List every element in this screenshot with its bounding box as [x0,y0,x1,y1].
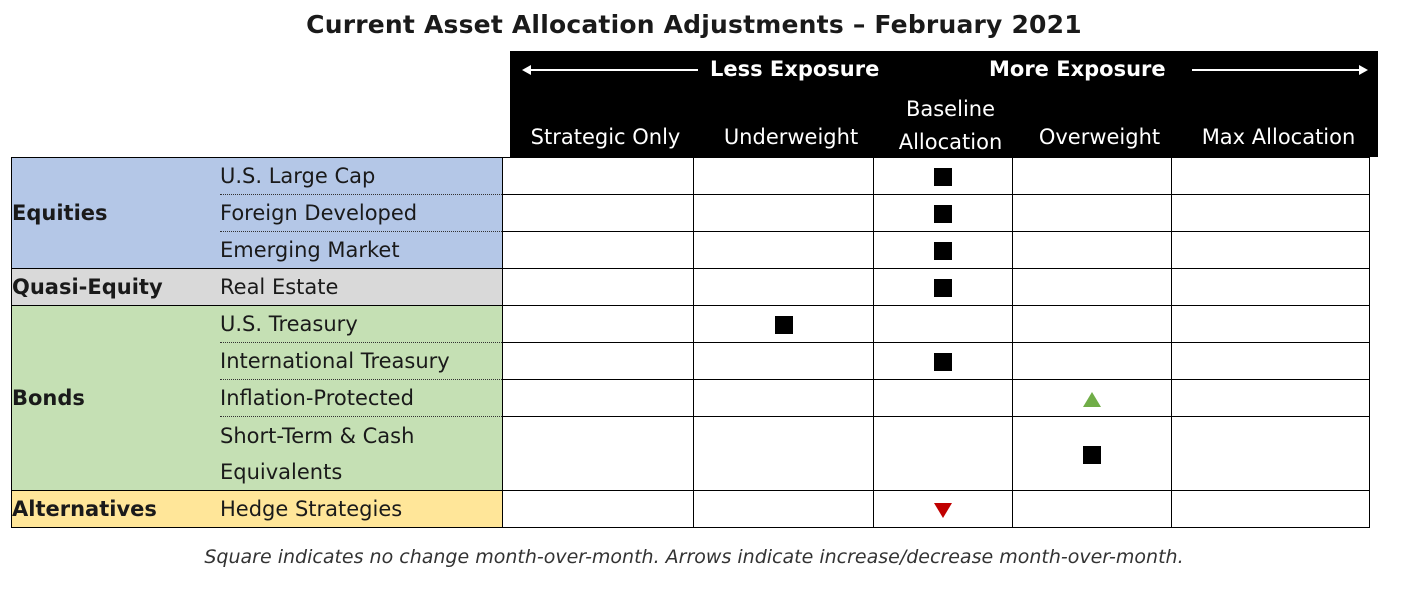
row-label: Foreign Developed [220,194,503,232]
no-change-square-icon [774,316,793,334]
no-change-square-icon [934,168,952,186]
col-baseline-line2: Allocation [898,130,1003,154]
row-label: Real Estate [220,268,503,306]
increase-arrow-icon [1083,391,1101,407]
table-row: Inflation-Protected [12,379,1370,417]
table-row: Alternatives Hedge Strategies [11,490,1370,528]
row-label-line2: Equivalents [220,454,503,491]
table-row: Equivalents [12,454,1370,491]
table-row: Emerging Market [12,231,1370,269]
category-quasi-equity: Quasi-Equity [11,268,220,306]
col-underweight: Underweight [723,125,859,149]
left-arrow-icon [522,65,698,75]
more-exposure-label: More Exposure [989,57,1166,81]
col-baseline-line1: Baseline [905,97,996,121]
row-label-line1: Short-Term & Cash [220,416,503,454]
col-strategic-only: Strategic Only [530,125,681,149]
no-change-square-icon [934,205,952,223]
page-title: Current Asset Allocation Adjustments – F… [306,10,1082,39]
row-label: Inflation-Protected [220,379,503,417]
no-change-square-icon [934,353,952,371]
row-label: Emerging Market [220,231,503,269]
row-label: U.S. Large Cap [220,157,503,195]
table-row: Quasi-Equity Real Estate [11,268,1370,306]
table-row: Bonds U.S. Treasury [11,305,1370,491]
no-change-square-icon [934,242,952,260]
category-alternatives: Alternatives [11,490,220,528]
col-overweight: Overweight [1038,125,1161,149]
no-change-square-icon [1083,445,1101,464]
table-row: Foreign Developed [12,194,1370,232]
right-arrow-icon [1192,65,1368,75]
less-exposure-label: Less Exposure [710,57,880,81]
no-change-square-icon [934,279,952,297]
col-baseline-allocation: Baseline Allocation [881,93,1020,159]
category-bonds: Bonds [11,305,220,491]
row-label: U.S. Treasury [220,305,503,343]
allocation-table: Equities U.S. Large Cap Foreign Develope… [11,157,1370,528]
category-equities: Equities [11,157,220,269]
table-row: Equities U.S. Large Cap [11,157,1370,269]
decrease-arrow-icon [934,502,952,518]
exposure-header: Less Exposure More Exposure Strategic On… [510,51,1378,157]
col-max-allocation: Max Allocation [1201,125,1356,149]
row-label: International Treasury [220,342,503,380]
table-row: International Treasury [12,342,1370,380]
footnote: Square indicates no change month-over-mo… [204,546,1184,568]
row-label: Hedge Strategies [220,490,503,528]
